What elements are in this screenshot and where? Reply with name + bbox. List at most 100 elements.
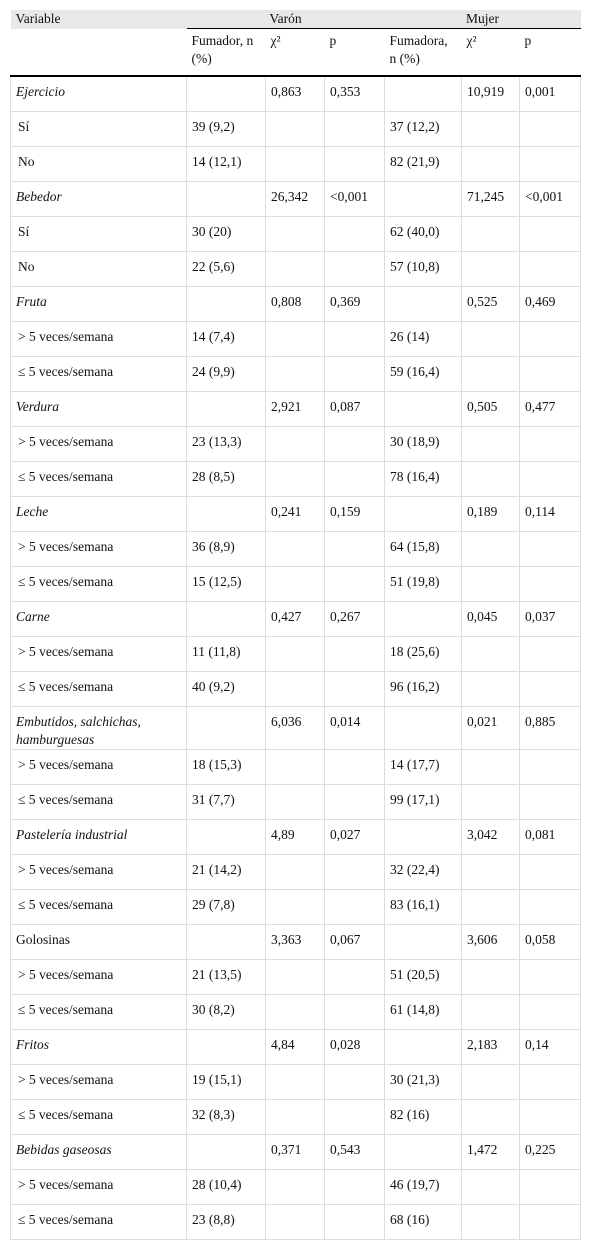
table-cell [461, 959, 521, 995]
table-cell [265, 889, 325, 925]
table-cell [265, 356, 325, 392]
table-cell: 0,159 [324, 496, 386, 532]
table-row: No 22 (5,6) 57 (10,8) [10, 251, 582, 287]
table-cell [461, 321, 521, 357]
table-cell: Embutidos, salchichas, hamburguesas [10, 706, 187, 750]
table-cell [324, 1099, 386, 1135]
table-row: ≤ 5 veces/semana 32 (8,3) 82 (16) [10, 1099, 582, 1135]
table-cell: 2,183 [461, 1029, 521, 1065]
table-cell: 29 (7,8) [186, 889, 266, 925]
table: Variable Varón Mujer Fumador, n (%) χ² p Fu… [10, 10, 582, 1240]
table-cell [324, 889, 386, 925]
table-cell: 0,021 [461, 706, 521, 750]
header-cell: p [519, 28, 581, 77]
table-cell: Sí [10, 111, 187, 147]
table-cell: 0,114 [519, 496, 582, 532]
table-cell [186, 601, 266, 637]
table-cell [519, 959, 582, 995]
table-cell [186, 496, 266, 532]
table-row: ≤ 5 veces/semana 28 (8,5) 78 (16,4) [10, 461, 582, 497]
table-cell [324, 636, 386, 672]
table-cell: 37 (12,2) [384, 111, 463, 147]
table-cell [186, 819, 266, 855]
table-cell [324, 959, 386, 995]
table-cell: 24 (9,9) [186, 356, 266, 392]
table-cell [519, 111, 582, 147]
table-cell [384, 286, 463, 322]
table-cell: 0,477 [519, 391, 582, 427]
table-cell: Golosinas [10, 924, 187, 960]
table-cell: ≤ 5 veces/semana [10, 566, 187, 602]
table-cell: > 5 veces/semana [10, 1064, 187, 1100]
table-cell: 0,067 [324, 924, 386, 960]
table-cell: 96 (16,2) [384, 671, 463, 707]
table-cell: Fruta [10, 286, 187, 322]
table-cell: 64 (15,8) [384, 531, 463, 567]
table-cell [461, 889, 521, 925]
table-cell [461, 426, 521, 462]
table-cell: 0,14 [519, 1029, 582, 1065]
table-row: > 5 veces/semana 11 (11,8) 18 (25,6) [10, 636, 582, 672]
table-cell: 99 (17,1) [384, 784, 463, 820]
table-cell [461, 216, 521, 252]
table-row: Carne 0,427 0,267 0,045 0,037 [10, 601, 582, 637]
table-cell: 71,245 [461, 181, 521, 217]
table-cell [461, 994, 521, 1030]
table-cell [384, 601, 463, 637]
table-cell: Pastelería industrial [10, 819, 187, 855]
table-cell [461, 671, 521, 707]
table-row: Bebedor 26,342 <0,001 71,245 <0,001 [10, 181, 582, 217]
table-cell [265, 531, 325, 567]
table-cell [324, 531, 386, 567]
table-cell [265, 749, 325, 785]
table-cell: 68 (16) [384, 1204, 463, 1240]
table-cell [186, 76, 266, 112]
table-cell: 0,087 [324, 391, 386, 427]
table-cell: Bebedor [10, 181, 187, 217]
table-cell [519, 251, 582, 287]
table-row: ≤ 5 veces/semana 29 (7,8) 83 (16,1) [10, 889, 582, 925]
table-cell [461, 146, 521, 182]
table-cell [324, 854, 386, 890]
table-cell: 28 (8,5) [186, 461, 266, 497]
table-cell: 0,037 [519, 601, 582, 637]
table-cell: 30 (18,9) [384, 426, 463, 462]
table-cell: 26 (14) [384, 321, 463, 357]
table-cell: 0,058 [519, 924, 582, 960]
table-cell [265, 321, 325, 357]
table-cell: 4,89 [265, 819, 325, 855]
table-cell: 0,081 [519, 819, 582, 855]
table-cell: 19 (15,1) [186, 1064, 266, 1100]
table-cell: 0,225 [519, 1134, 582, 1170]
table-row: Verdura 2,921 0,087 0,505 0,477 [10, 391, 582, 427]
table-cell: 0,014 [324, 706, 386, 750]
table-cell: 82 (21,9) [384, 146, 463, 182]
table-cell: 26,342 [265, 181, 325, 217]
table-cell: 3,042 [461, 819, 521, 855]
table-cell [519, 1204, 582, 1240]
table-cell [265, 994, 325, 1030]
table-cell [324, 321, 386, 357]
header-cell: Fumador, n (%) [186, 28, 266, 77]
table-cell: 0,469 [519, 286, 582, 322]
table-cell [324, 749, 386, 785]
table-cell: 0,863 [265, 76, 325, 112]
table-cell: ≤ 5 veces/semana [10, 671, 187, 707]
table-cell: 51 (19,8) [384, 566, 463, 602]
table-row: > 5 veces/semana 14 (7,4) 26 (14) [10, 321, 582, 357]
table-cell [384, 496, 463, 532]
table-cell: 59 (16,4) [384, 356, 463, 392]
table-cell [384, 76, 463, 112]
table-cell [265, 1169, 325, 1205]
table-cell: ≤ 5 veces/semana [10, 1099, 187, 1135]
table-cell [324, 994, 386, 1030]
table-row: Sí 30 (20) 62 (40,0) [10, 216, 582, 252]
table-cell: Verdura [10, 391, 187, 427]
table-cell: 0,371 [265, 1134, 325, 1170]
table-cell: 0,027 [324, 819, 386, 855]
table-cell: > 5 veces/semana [10, 636, 187, 672]
table-row: ≤ 5 veces/semana 15 (12,5) 51 (19,8) [10, 566, 582, 602]
table-cell: Carne [10, 601, 187, 637]
table-cell [324, 461, 386, 497]
table-cell [519, 146, 582, 182]
